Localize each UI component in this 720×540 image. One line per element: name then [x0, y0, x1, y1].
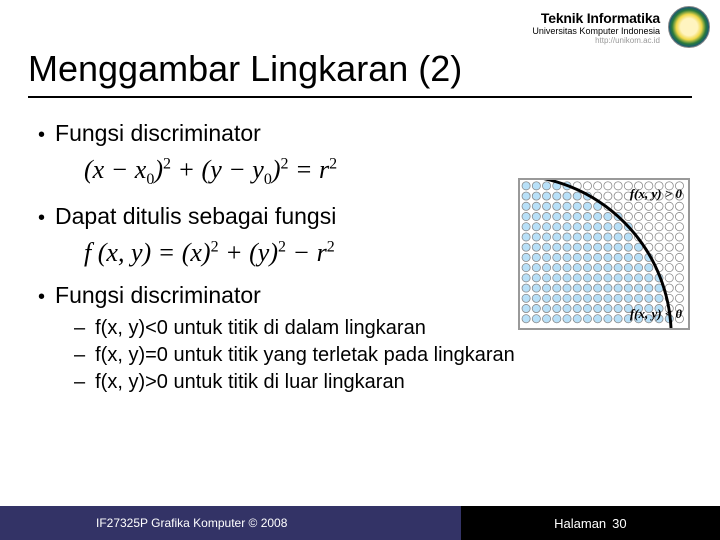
footer-right: Halaman 30	[461, 506, 720, 540]
header-branding: Teknik Informatika Universitas Komputer …	[532, 6, 710, 48]
sub-bullet-2: f(x, y)=0 untuk titik yang terletak pada…	[74, 344, 682, 367]
university-url: http://unikom.ac.id	[532, 36, 660, 45]
sub-bullet-3: f(x, y)>0 untuk titik di luar lingkaran	[74, 371, 682, 394]
figure-label-inside: f(x, y) < 0	[630, 306, 682, 322]
figure-label-outside: f(x, y) > 0	[630, 186, 682, 202]
footer-page-label: Halaman	[554, 516, 606, 531]
bullet-1: Fungsi discriminator	[38, 120, 682, 147]
footer-course: IF27325P Grafika Komputer © 2008	[96, 516, 287, 530]
university-logo	[668, 6, 710, 48]
footer: IF27325P Grafika Komputer © 2008 Halaman…	[0, 506, 720, 540]
university-name: Universitas Komputer Indonesia	[532, 26, 660, 36]
title-area: Menggambar Lingkaran (2)	[28, 48, 692, 98]
department-name: Teknik Informatika	[532, 10, 660, 26]
sub-bullet-1-text: f(x, y)<0 untuk titik di dalam lingkaran	[95, 317, 426, 340]
sub-bullet-2-text: f(x, y)=0 untuk titik yang terletak pada…	[95, 344, 515, 367]
slide-title: Menggambar Lingkaran (2)	[28, 48, 692, 90]
header-text-block: Teknik Informatika Universitas Komputer …	[532, 10, 660, 45]
sub-bullet-3-text: f(x, y)>0 untuk titik di luar lingkaran	[95, 371, 405, 394]
bullet-1-text: Fungsi discriminator	[55, 120, 261, 147]
footer-left: IF27325P Grafika Komputer © 2008	[0, 506, 461, 540]
footer-page-number: 30	[612, 516, 626, 531]
discriminator-figure: f(x, y) > 0 f(x, y) < 0	[518, 178, 690, 330]
bullet-3-text: Fungsi discriminator	[55, 282, 261, 309]
bullet-2-text: Dapat ditulis sebagai fungsi	[55, 203, 336, 230]
title-underline	[28, 96, 692, 98]
